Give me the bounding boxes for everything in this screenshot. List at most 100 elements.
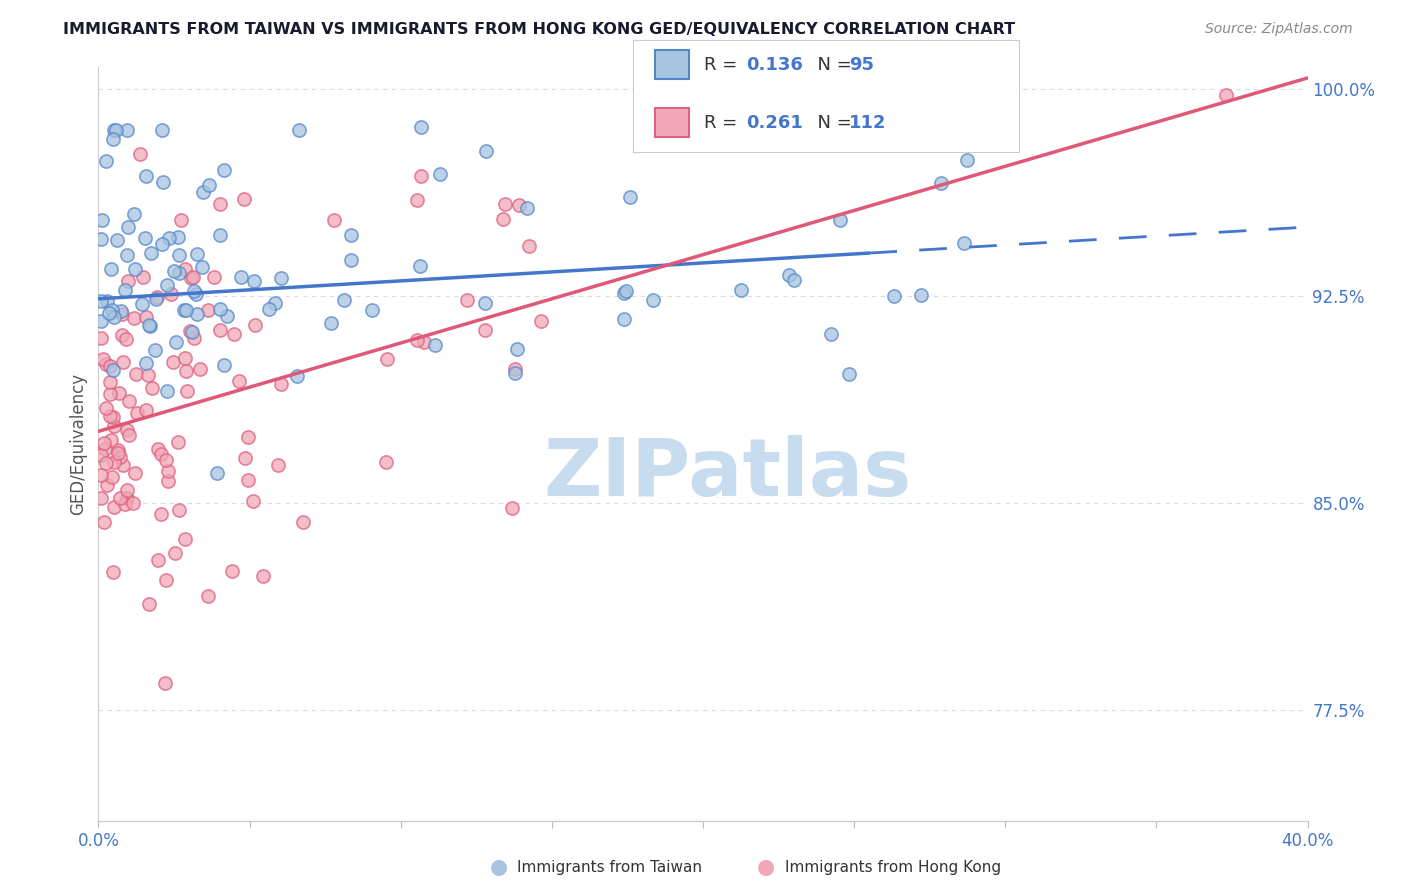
Point [153, 675, 176, 690]
Point [111, 307, 134, 321]
Text: 0.136: 0.136 [747, 56, 803, 74]
Point [111, 458, 134, 472]
Point [115, 332, 138, 346]
Point [181, 269, 204, 284]
Point [494, 197, 516, 211]
Point [409, 120, 432, 134]
Point [613, 312, 636, 326]
Point [517, 238, 540, 252]
Point [98, 376, 121, 390]
Point [238, 429, 260, 443]
Point [97, 306, 120, 320]
Point [323, 213, 346, 227]
Point [148, 553, 170, 567]
Point [506, 342, 529, 356]
Point [191, 185, 214, 199]
Point [96, 456, 118, 470]
Point [117, 274, 139, 288]
Point [197, 589, 219, 603]
Text: Immigrants from Hong Kong: Immigrants from Hong Kong [785, 860, 1001, 874]
Point [167, 266, 190, 280]
Point [90, 294, 112, 309]
Point [156, 277, 179, 292]
Point [98, 409, 121, 423]
Point [208, 323, 231, 337]
Point [235, 450, 257, 465]
Point [156, 384, 179, 398]
Text: 95: 95 [849, 56, 875, 74]
Point [264, 296, 287, 310]
Point [150, 237, 173, 252]
Point [146, 442, 169, 457]
Point [159, 231, 181, 245]
Point [167, 248, 190, 262]
Point [288, 123, 311, 137]
Point [361, 303, 384, 318]
Point [108, 450, 131, 465]
Point [333, 293, 356, 307]
Point [165, 334, 187, 349]
Point [191, 260, 214, 275]
Point [105, 233, 128, 247]
Point [115, 123, 138, 137]
Point [103, 123, 125, 137]
Point [115, 248, 138, 262]
Point [221, 564, 243, 578]
Point [96, 293, 118, 308]
Point [135, 169, 157, 183]
Point [149, 507, 172, 521]
Point [186, 247, 208, 261]
Point [641, 293, 664, 307]
Point [136, 368, 159, 383]
Point [173, 302, 195, 317]
Point [956, 153, 979, 167]
Point [110, 304, 132, 318]
Point [90, 232, 112, 246]
Point [910, 287, 932, 301]
Point [186, 307, 208, 321]
Text: IMMIGRANTS FROM TAIWAN VS IMMIGRANTS FROM HONG KONG GED/EQUIVALENCY CORRELATION : IMMIGRANTS FROM TAIWAN VS IMMIGRANTS FRO… [63, 22, 1015, 37]
Point [224, 326, 246, 341]
Point [474, 323, 496, 337]
Point [143, 343, 166, 357]
Point [101, 565, 124, 579]
Point [503, 366, 526, 380]
Point [114, 497, 136, 511]
Point [180, 271, 202, 285]
Point [208, 196, 231, 211]
Point [101, 409, 124, 424]
Point [242, 493, 264, 508]
Point [114, 284, 136, 298]
Point [411, 169, 433, 183]
Point [180, 325, 202, 339]
Point [155, 574, 177, 588]
Point [167, 435, 190, 450]
Point [125, 406, 148, 420]
Text: R =: R = [704, 114, 744, 132]
Point [209, 228, 232, 243]
Point [122, 496, 145, 510]
Point [122, 311, 145, 326]
Point [197, 303, 219, 318]
Point [188, 362, 211, 376]
Point [619, 190, 641, 204]
Point [124, 466, 146, 480]
Point [170, 213, 193, 227]
Point [266, 458, 288, 472]
Point [90, 491, 112, 505]
Point [108, 491, 131, 505]
Point [90, 331, 112, 345]
Point [516, 201, 538, 215]
Point [101, 363, 124, 377]
Point [155, 452, 177, 467]
Point [820, 326, 842, 341]
Point [412, 334, 434, 349]
Text: Immigrants from Taiwan: Immigrants from Taiwan [517, 860, 703, 874]
Point [104, 123, 127, 137]
Point [96, 478, 118, 492]
Point [613, 286, 636, 301]
Point [953, 236, 976, 251]
Point [90, 449, 112, 463]
Point [94, 357, 117, 371]
Point [138, 318, 160, 333]
